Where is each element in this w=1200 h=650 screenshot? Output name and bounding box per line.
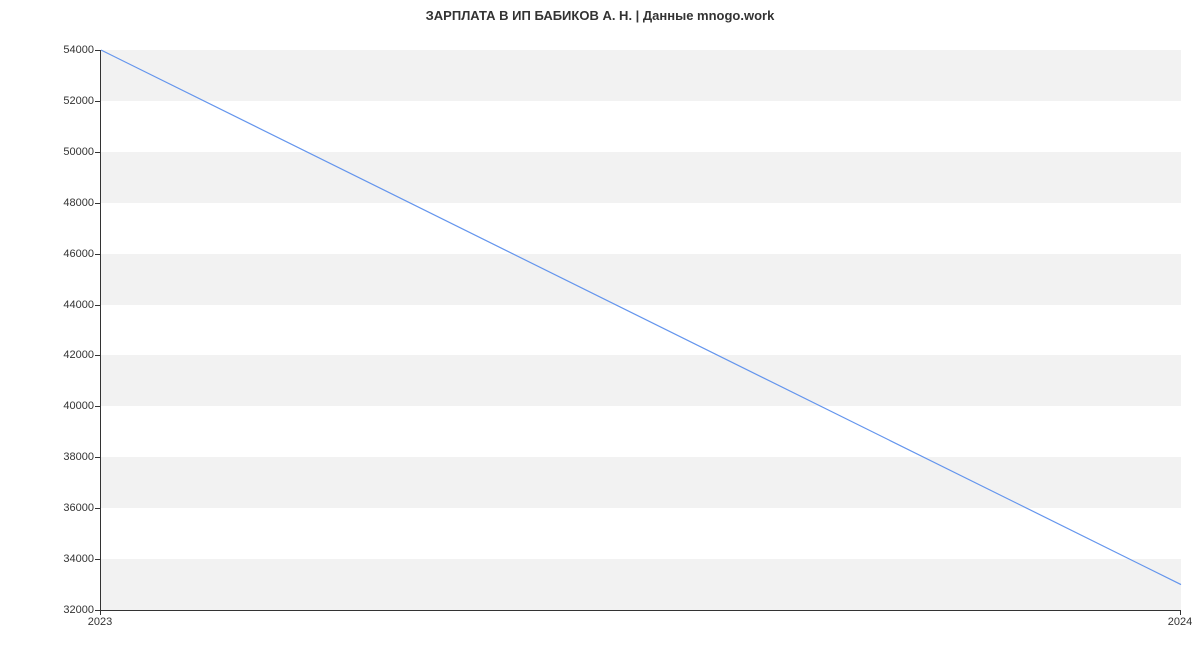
x-tick-label: 2024 <box>1168 616 1192 628</box>
salary-chart: ЗАРПЛАТА В ИП БАБИКОВ А. Н. | Данные mno… <box>0 0 1200 650</box>
y-tick-mark <box>95 355 100 356</box>
y-tick-label: 42000 <box>34 349 94 361</box>
y-tick-mark <box>95 50 100 51</box>
y-tick-label: 38000 <box>34 451 94 463</box>
x-tick-mark <box>100 610 101 615</box>
x-tick-mark <box>1180 610 1181 615</box>
y-tick-label: 40000 <box>34 400 94 412</box>
y-tick-label: 34000 <box>34 553 94 565</box>
chart-title: ЗАРПЛАТА В ИП БАБИКОВ А. Н. | Данные mno… <box>0 8 1200 23</box>
y-tick-mark <box>95 559 100 560</box>
y-tick-mark <box>95 152 100 153</box>
y-tick-label: 52000 <box>34 95 94 107</box>
y-tick-mark <box>95 254 100 255</box>
x-tick-label: 2023 <box>88 616 112 628</box>
y-tick-label: 46000 <box>34 248 94 260</box>
plot-area <box>100 50 1181 611</box>
y-tick-label: 32000 <box>34 604 94 616</box>
y-tick-mark <box>95 203 100 204</box>
y-tick-label: 54000 <box>34 44 94 56</box>
y-tick-mark <box>95 305 100 306</box>
y-tick-mark <box>95 406 100 407</box>
y-tick-mark <box>95 101 100 102</box>
y-tick-label: 50000 <box>34 146 94 158</box>
y-tick-mark <box>95 457 100 458</box>
series-line-salary <box>101 50 1181 585</box>
y-tick-label: 44000 <box>34 299 94 311</box>
line-svg <box>101 50 1181 610</box>
y-tick-mark <box>95 508 100 509</box>
y-tick-label: 48000 <box>34 197 94 209</box>
y-tick-label: 36000 <box>34 502 94 514</box>
